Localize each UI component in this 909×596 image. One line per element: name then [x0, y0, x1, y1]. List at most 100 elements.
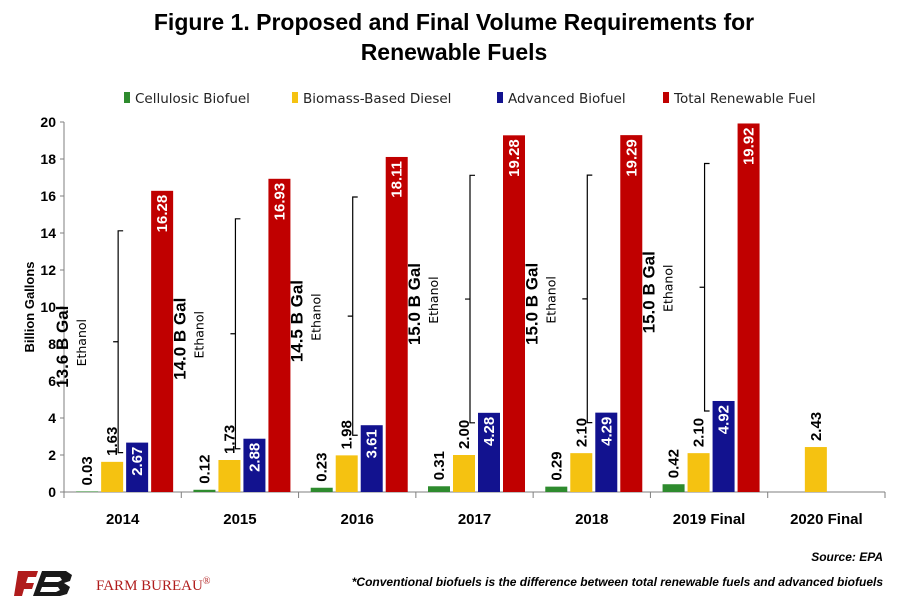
- bar-advanced-biofuel-2019-final: [712, 400, 735, 492]
- ethanol-sublabel-2017: Ethanol: [426, 276, 441, 323]
- y-tick-label: 14: [40, 225, 56, 241]
- data-label-total-renewable-fuel-2014: 16.28: [154, 195, 171, 233]
- data-label-total-renewable-fuel-2015: 16.93: [271, 183, 288, 221]
- y-tick-label: 20: [40, 114, 56, 130]
- data-label-biomass-based-diesel-2020-final: 2.43: [808, 412, 825, 441]
- ethanol-bracket-2016: [347, 196, 358, 436]
- bar-total-renewable-fuel-2017: [503, 135, 525, 492]
- bar-advanced-biofuel-2018: [595, 412, 618, 492]
- bar-advanced-biofuel-2015: [243, 438, 266, 492]
- bar-biomass-based-diesel-2019-final: [687, 453, 710, 492]
- data-label-total-renewable-fuel-2016: 18.11: [389, 161, 406, 198]
- x-tick-label: 2015: [223, 511, 256, 528]
- data-label-cellulosic-biofuel-2018: 0.29: [548, 451, 565, 480]
- x-tick-label: 2020 Final: [790, 511, 863, 528]
- y-tick-label: 16: [40, 188, 56, 204]
- bar-total-renewable-fuel-2014: [151, 190, 174, 492]
- data-label-total-renewable-fuel-2018: 19.29: [623, 139, 640, 177]
- y-tick-label: 4: [48, 410, 56, 426]
- bar-cellulosic-biofuel-2015: [193, 489, 216, 492]
- chart-title-line1: Figure 1. Proposed and Final Volume Requ…: [154, 9, 754, 35]
- y-tick-label: 6: [48, 373, 56, 389]
- axes: 0 2 4 6 8 10 12 14 16 18 20 2014 2015 2016 2017 2018 201…: [22, 114, 886, 528]
- legend-swatch-biomass-based-diesel: [292, 92, 298, 103]
- y-tick-label: 10: [40, 299, 56, 315]
- ethanol-bracket-2019-final: [699, 162, 710, 412]
- ethanol-bracket-2018: [582, 174, 593, 424]
- source-text: Source: EPA: [811, 550, 883, 564]
- data-label-biomass-based-diesel-2015: 1.73: [221, 425, 238, 454]
- bar-biomass-based-diesel-2017: [453, 455, 475, 492]
- bar-cellulosic-biofuel-2014: [76, 491, 99, 492]
- data-label-total-renewable-fuel-2017: 19.28: [506, 139, 523, 177]
- ethanol-volume-label-2018: 15.0 B Gal: [522, 263, 541, 345]
- x-tick-label: 2018: [575, 511, 608, 528]
- x-tick-label: 2017: [458, 511, 491, 528]
- bar-advanced-biofuel-2017: [478, 412, 500, 492]
- ethanol-volume-label-2019-final: 15.0 B Gal: [640, 251, 659, 333]
- bar-biomass-based-diesel-2020-final: [804, 447, 827, 492]
- legend-label-biomass-based-diesel: Biomass-Based Diesel: [303, 91, 451, 107]
- ethanol-sublabel-2016: Ethanol: [309, 293, 324, 340]
- legend-label-advanced-biofuel: Advanced Biofuel: [508, 91, 626, 107]
- ethanol-sublabel-2019-final: Ethanol: [661, 265, 676, 312]
- farm-bureau-logo: FARM BUREAU®: [14, 571, 211, 596]
- legend-swatch-advanced-biofuel: [497, 92, 503, 103]
- data-label-advanced-biofuel-2018: 4.29: [598, 417, 615, 446]
- data-label-advanced-biofuel-2014: 2.67: [129, 447, 146, 476]
- bar-total-renewable-fuel-2018: [620, 135, 643, 492]
- x-tick-label: 2014: [106, 511, 140, 528]
- ethanol-sublabel-2018: Ethanol: [543, 276, 558, 323]
- bar-total-renewable-fuel-2015: [268, 178, 291, 493]
- bar-total-renewable-fuel-2019-final: [737, 123, 760, 492]
- bar-total-renewable-fuel-2016: [385, 156, 408, 492]
- y-tick-label: 18: [40, 151, 56, 167]
- ethanol-volume-label-2017: 15.0 B Gal: [405, 263, 424, 345]
- legend-swatch-cellulosic-biofuel: [124, 92, 130, 103]
- data-label-biomass-based-diesel-2019-final: 2.10: [691, 418, 708, 447]
- y-axis-label: Billion Gallons: [22, 261, 37, 352]
- bar-cellulosic-biofuel-2017: [428, 486, 450, 492]
- bar-advanced-biofuel-2014: [126, 442, 149, 492]
- bar-cellulosic-biofuel-2016: [310, 487, 333, 492]
- ethanol-bracket-2015: [230, 218, 241, 450]
- ethanol-sublabel-2014: Ethanol: [74, 319, 89, 366]
- ethanol-annotations: 13.6 B Gal Ethanol 14.0 B Gal Ethanol 14.5 B…: [53, 162, 710, 454]
- ethanol-volume-label-2015: 14.0 B Gal: [170, 298, 189, 380]
- bar-biomass-based-diesel-2018: [570, 453, 593, 492]
- footnote-text: *Conventional biofuels is the difference…: [352, 575, 884, 589]
- data-label-advanced-biofuel-2017: 4.28: [481, 417, 498, 446]
- bar-biomass-based-diesel-2016: [335, 455, 358, 492]
- data-label-advanced-biofuel-2019-final: 4.92: [716, 405, 733, 434]
- data-label-cellulosic-biofuel-2015: 0.12: [196, 455, 213, 484]
- y-tick-label: 12: [40, 262, 56, 278]
- x-tick-label: 2019 Final: [673, 511, 746, 528]
- legend-label-total-renewable-fuel: Total Renewable Fuel: [673, 91, 816, 107]
- data-label-advanced-biofuel-2016: 3.61: [364, 429, 381, 458]
- ethanol-bracket-2014: [113, 230, 124, 454]
- data-label-cellulosic-biofuel-2017: 0.31: [431, 451, 448, 480]
- data-label-total-renewable-fuel-2019-final: 19.92: [741, 127, 758, 165]
- data-label-cellulosic-biofuel-2016: 0.23: [314, 453, 331, 482]
- bar-biomass-based-diesel-2014: [101, 461, 124, 492]
- y-tick-label: 0: [48, 484, 56, 500]
- y-tick-label: 8: [48, 336, 56, 352]
- data-label-biomass-based-diesel-2014: 1.63: [104, 427, 121, 456]
- data-label-cellulosic-biofuel-2014: 0.03: [79, 456, 96, 485]
- logo-text: FARM BUREAU®: [96, 576, 211, 594]
- data-label-biomass-based-diesel-2017: 2.00: [456, 420, 473, 449]
- data-label-biomass-based-diesel-2016: 1.98: [339, 420, 356, 449]
- ethanol-sublabel-2015: Ethanol: [191, 311, 206, 358]
- bars: 0.03 1.63 2.67 16.28 0.12 1.73 2.88 16.93 0.23 1.…: [76, 123, 827, 493]
- chart-title-line2: Renewable Fuels: [361, 39, 548, 65]
- data-label-advanced-biofuel-2015: 2.88: [246, 443, 263, 472]
- ethanol-volume-label-2014: 13.6 B Gal: [53, 306, 72, 388]
- x-tick-label: 2016: [341, 511, 374, 528]
- y-tick-label: 2: [48, 447, 56, 463]
- bar-advanced-biofuel-2016: [360, 425, 383, 492]
- bar-biomass-based-diesel-2015: [218, 459, 241, 492]
- legend-label-cellulosic-biofuel: Cellulosic Biofuel: [135, 91, 250, 107]
- data-label-cellulosic-biofuel-2019-final: 0.42: [666, 449, 683, 478]
- ethanol-volume-label-2016: 14.5 B Gal: [288, 280, 307, 362]
